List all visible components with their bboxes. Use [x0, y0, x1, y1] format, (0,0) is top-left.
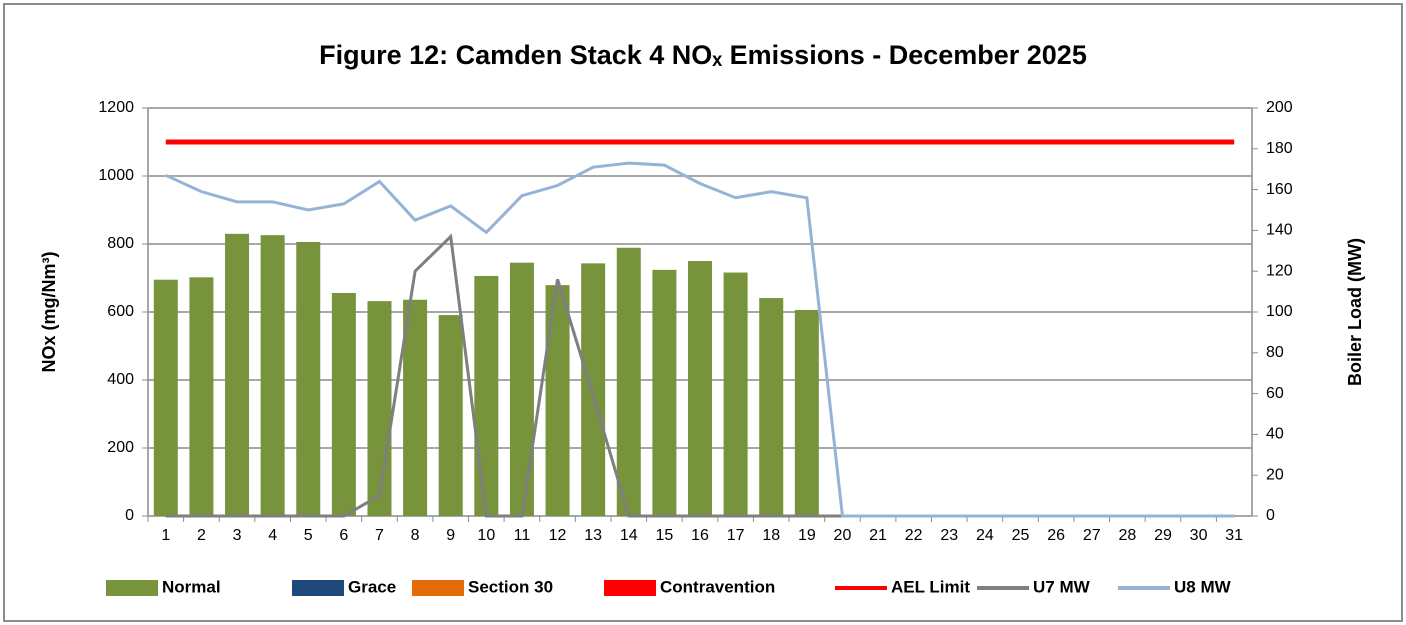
y-tick-label: 800 — [107, 235, 134, 252]
chart-title: Figure 12: Camden Stack 4 NOₓ Emissions … — [319, 40, 1087, 70]
bar — [153, 279, 178, 516]
x-tick-label: 19 — [798, 527, 816, 544]
y2-tick-label: 20 — [1266, 466, 1284, 483]
bar — [474, 275, 499, 516]
x-tick-label: 26 — [1047, 527, 1065, 544]
x-tick-label: 8 — [411, 527, 420, 544]
bar — [225, 233, 250, 517]
bar — [616, 247, 641, 517]
x-tick-label: 7 — [375, 527, 384, 544]
y-tick-label: 600 — [107, 303, 134, 320]
bar — [723, 272, 748, 516]
x-tick-label: 30 — [1190, 527, 1208, 544]
x-tick-label: 6 — [339, 527, 348, 544]
legend-label: Contravention — [660, 577, 775, 596]
y2-tick-label: 100 — [1266, 303, 1293, 320]
line-series — [165, 161, 1235, 518]
x-tick-label: 9 — [446, 527, 455, 544]
bar — [260, 235, 285, 516]
x-tick-label: 27 — [1083, 527, 1101, 544]
x-tick-label: 1 — [161, 527, 170, 544]
x-tick-label: 14 — [620, 527, 638, 544]
x-tick-label: 25 — [1012, 527, 1030, 544]
legend-label: U7 MW — [1033, 577, 1091, 596]
bar — [189, 277, 214, 516]
bar — [438, 315, 463, 516]
x-tick-label: 21 — [869, 527, 887, 544]
x-tick-label: 15 — [655, 527, 673, 544]
y2-tick-label: 40 — [1266, 426, 1284, 443]
y2-tick-label: 0 — [1266, 507, 1275, 524]
y2-tick-label: 60 — [1266, 385, 1284, 402]
legend-label: AEL Limit — [891, 577, 970, 596]
x-tick-label: 10 — [477, 527, 495, 544]
y-tick-label: 0 — [125, 507, 134, 524]
x-tick-label: 16 — [691, 527, 709, 544]
bar — [794, 309, 819, 516]
y2-axis-title: Boiler Load (MW) — [1345, 238, 1365, 386]
x-tick-label: 3 — [233, 527, 242, 544]
legend-label: Section 30 — [468, 577, 553, 596]
bar — [759, 298, 784, 516]
bar — [331, 292, 356, 516]
x-tick-label: 17 — [727, 527, 745, 544]
bar — [545, 285, 570, 516]
x-tick-label: 24 — [976, 527, 994, 544]
x-tick-label: 12 — [549, 527, 567, 544]
bar — [509, 262, 534, 516]
bar — [652, 269, 677, 516]
legend-label: Grace — [348, 577, 396, 596]
x-tick-label: 28 — [1118, 527, 1136, 544]
x-tick-label: 5 — [304, 527, 313, 544]
y2-tick-label: 120 — [1266, 262, 1293, 279]
y2-tick-label: 180 — [1266, 140, 1293, 157]
y-tick-label: 1200 — [98, 99, 134, 116]
y-tick-label: 200 — [107, 439, 134, 456]
y-tick-label: 1000 — [98, 167, 134, 184]
legend-label: Normal — [162, 577, 221, 596]
x-tick-label: 13 — [584, 527, 602, 544]
legend-swatch — [106, 580, 158, 596]
y-tick-label: 400 — [107, 371, 134, 388]
x-tick-label: 29 — [1154, 527, 1172, 544]
legend-swatch — [292, 580, 344, 596]
x-tick-label: 20 — [834, 527, 852, 544]
legend-label: U8 MW — [1174, 577, 1232, 596]
y2-tick-label: 80 — [1266, 344, 1284, 361]
y2-tick-label: 140 — [1266, 222, 1293, 239]
bar — [367, 301, 392, 516]
legend-swatch — [412, 580, 464, 596]
x-tick-label: 11 — [514, 527, 531, 544]
x-tick-label: 31 — [1225, 527, 1243, 544]
bar — [688, 261, 712, 516]
x-tick-label: 18 — [762, 527, 780, 544]
bar — [296, 241, 321, 516]
y-axis-title: NOx (mg/Nm³) — [39, 251, 59, 372]
y2-tick-label: 200 — [1266, 99, 1293, 116]
x-tick-label: 23 — [940, 527, 958, 544]
x-tick-label: 4 — [268, 527, 277, 544]
x-tick-label: 22 — [905, 527, 923, 544]
y2-tick-label: 160 — [1266, 181, 1293, 198]
legend-swatch — [604, 580, 656, 596]
bar — [581, 263, 606, 516]
bar — [403, 299, 428, 516]
x-tick-label: 2 — [197, 527, 206, 544]
